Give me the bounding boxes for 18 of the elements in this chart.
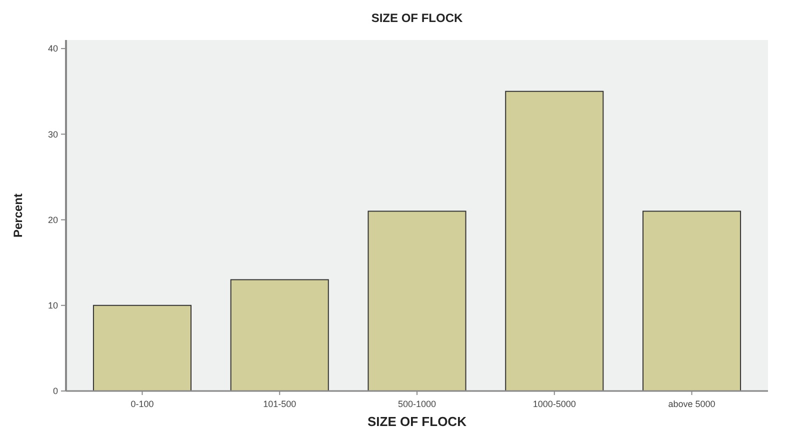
y-tick-label: 30 xyxy=(48,129,58,140)
x-tick-label: above 5000 xyxy=(668,399,716,409)
x-tick-label: 101-500 xyxy=(263,399,296,409)
x-axis-title: SIZE OF FLOCK xyxy=(368,414,468,429)
chart-title: SIZE OF FLOCK xyxy=(371,11,463,25)
x-tick-label: 0-100 xyxy=(130,399,154,409)
bar xyxy=(92,304,192,392)
bar xyxy=(230,279,329,392)
x-tick-label: 1000-5000 xyxy=(532,399,576,409)
y-axis-title: Percent xyxy=(11,193,25,238)
y-tick-label: 20 xyxy=(48,214,58,225)
x-tick-label: 500-1000 xyxy=(398,399,436,409)
bar xyxy=(368,210,466,392)
bar xyxy=(505,90,604,392)
bar xyxy=(642,210,742,392)
y-tick-label: 0 xyxy=(52,386,58,396)
y-tick-label: 40 xyxy=(48,44,58,54)
y-tick-label: 10 xyxy=(48,300,58,311)
